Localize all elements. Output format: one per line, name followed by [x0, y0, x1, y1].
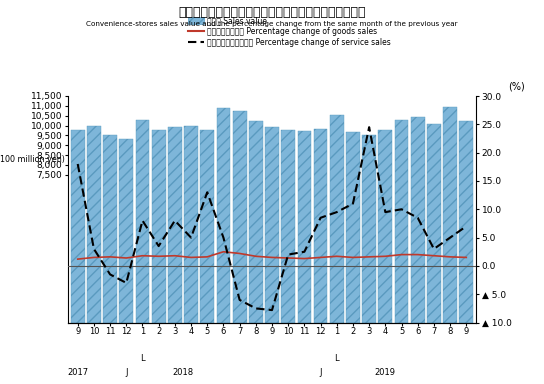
Bar — [362, 135, 376, 323]
Bar — [459, 121, 473, 323]
Bar — [346, 132, 360, 323]
Bar — [314, 129, 327, 323]
Bar — [411, 117, 425, 323]
Bar — [298, 131, 311, 323]
Text: Convenience-stores sales value and the percentage change from the same month of : Convenience-stores sales value and the p… — [86, 21, 458, 27]
Text: （億円）(100 million yen): （億円）(100 million yen) — [0, 155, 65, 164]
Bar — [217, 108, 230, 323]
Text: 2018: 2018 — [172, 368, 194, 377]
Text: 2017: 2017 — [67, 368, 88, 377]
Bar — [87, 126, 101, 323]
Text: L: L — [140, 354, 145, 363]
Bar — [330, 114, 344, 323]
Bar — [71, 130, 85, 323]
Text: コンビニエンスストア販売額・前年同月比増減率の推移: コンビニエンスストア販売額・前年同月比増減率の推移 — [178, 6, 366, 19]
Bar — [103, 135, 117, 323]
Bar — [152, 130, 165, 323]
Bar — [184, 126, 198, 323]
Bar — [200, 131, 214, 323]
Bar — [135, 121, 150, 323]
Text: (%): (%) — [509, 81, 525, 91]
Bar — [168, 127, 182, 323]
Text: L: L — [335, 354, 339, 363]
Bar — [233, 111, 246, 323]
Bar — [443, 107, 457, 323]
Text: 2019: 2019 — [375, 368, 396, 377]
Legend: 販売額 Sales value, 商品販売額増減率 Percentage change of goods sales, サービス売上高増減率 Percentag: 販売額 Sales value, 商品販売額増減率 Percentage cha… — [186, 14, 393, 49]
Bar — [427, 124, 441, 323]
Bar — [281, 130, 295, 323]
Bar — [119, 139, 133, 323]
Bar — [265, 127, 279, 323]
Text: J: J — [125, 368, 127, 377]
Bar — [249, 121, 263, 323]
Text: J: J — [319, 368, 322, 377]
Bar — [394, 120, 409, 323]
Bar — [379, 130, 392, 323]
